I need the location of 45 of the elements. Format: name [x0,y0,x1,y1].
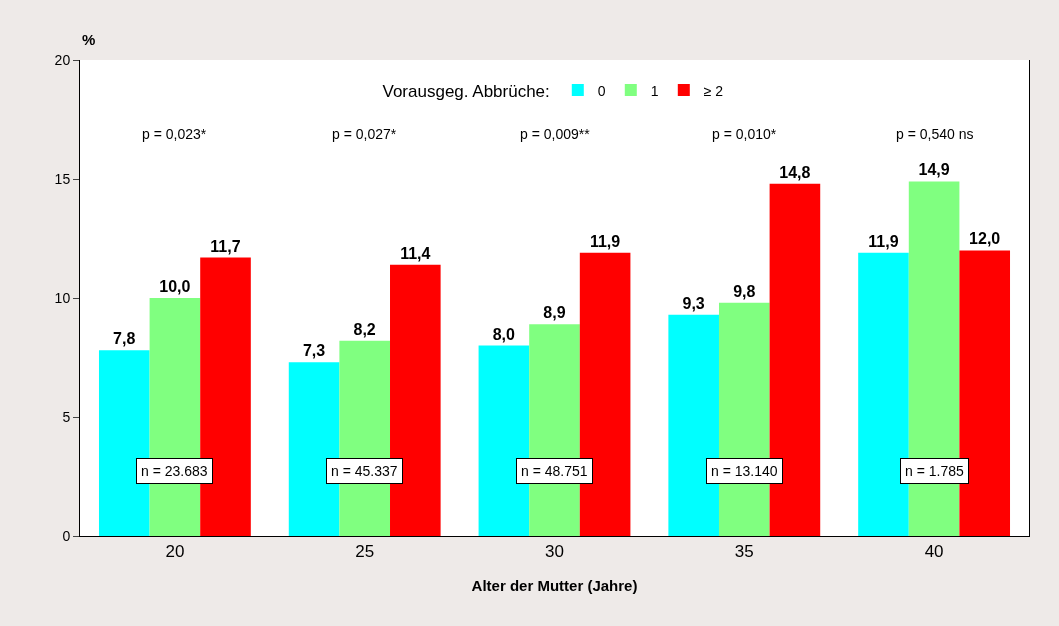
x-axis-title: Alter der Mutter (Jahre) [471,577,638,594]
annotation: n = 13.140 [711,463,778,479]
x-tick-label: 35 [734,542,754,562]
bar [288,362,340,536]
data-label: 12,0 [969,230,1001,248]
legend-label: ≥ 2 [703,82,724,99]
data-label: 11,9 [589,232,621,250]
annotation: n = 48.751 [521,463,588,479]
x-tick-label: 30 [545,542,564,562]
y-tick-label: 5 [62,408,71,425]
annotation: p = 0,009** [520,126,591,142]
bar [668,314,719,536]
data-label: 11,9 [868,232,899,250]
legend-title: Vorausgeg. Abbrüche: [382,81,550,101]
annotation: p = 0,023* [142,126,207,142]
data-label: 8,0 [492,325,516,343]
annotation: n = 1.785 [905,463,964,479]
x-tick-label: 20 [165,542,185,562]
data-label: 14,9 [918,161,950,179]
x-tick-label: 40 [924,542,944,562]
y-tick-label: 15 [54,170,71,187]
data-label: 14,8 [779,163,811,181]
data-label: 7,8 [113,330,136,348]
y-tick-label: 0 [62,527,71,544]
annotation: n = 23.683 [141,463,208,479]
annotation: n = 45.337 [331,463,398,479]
data-label: 10,0 [159,278,191,295]
legend-label: 0 [597,82,606,99]
annotation: p = 0,027* [332,126,397,142]
data-label: 11,7 [210,237,241,255]
data-label: 8,9 [543,304,566,322]
data-label: 9,8 [733,282,756,300]
data-label: 8,2 [353,320,376,338]
annotation: p = 0,010* [712,126,777,142]
y-axis-title: % [82,31,96,48]
data-label: 9,3 [682,294,705,312]
bar [478,345,530,536]
data-label: 7,3 [302,342,326,360]
x-tick-label: 25 [355,542,375,562]
bar [98,350,150,536]
y-tick-label: 10 [54,289,71,306]
data-label: 11,4 [400,244,431,262]
annotation: p = 0,540 ns [896,126,974,142]
y-tick-label: 20 [54,51,71,68]
legend-label: 1 [650,82,659,99]
